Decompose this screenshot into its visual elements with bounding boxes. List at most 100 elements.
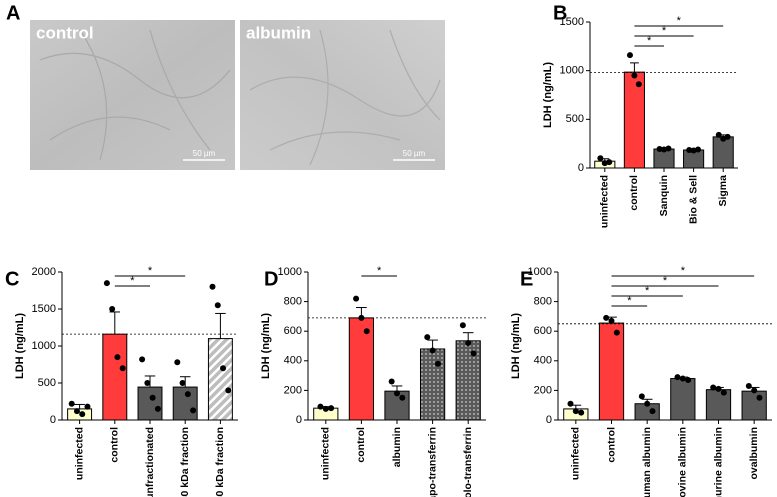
data-point (225, 387, 232, 394)
significance-label: * (677, 15, 682, 27)
bar (419, 348, 446, 421)
data-point (190, 407, 197, 414)
bar (705, 389, 732, 421)
data-point (73, 408, 80, 415)
significance-label: * (681, 265, 686, 277)
significance-label: * (662, 25, 667, 37)
data-point (119, 365, 126, 372)
x-tick-label: apo-transferrin (426, 427, 438, 497)
data-point (715, 385, 722, 392)
scale-bar-label: 50 µm (193, 149, 216, 158)
x-tick-label: control (355, 427, 367, 463)
data-point (429, 347, 436, 354)
x-tick-label: < 30 kDa fraction (214, 427, 226, 497)
data-point (756, 394, 763, 401)
panel-letter: A (6, 2, 20, 24)
data-point (674, 374, 681, 381)
data-point (710, 384, 717, 391)
significance-label: * (663, 275, 668, 287)
y-axis-label: LDH (ng/mL) (542, 62, 554, 128)
data-point (388, 378, 395, 385)
x-tick-label: Sanquin (658, 175, 670, 216)
data-point (631, 72, 638, 79)
x-tick-label: Sigma (717, 175, 729, 207)
data-point (751, 387, 758, 394)
data-point (724, 133, 731, 140)
bar (455, 340, 481, 421)
panel-letter: C (5, 268, 19, 290)
data-point (79, 411, 86, 418)
data-point (603, 314, 610, 321)
data-point (114, 354, 121, 361)
panel-letter: B (553, 2, 567, 24)
scale-bar-label: 50 µm (403, 149, 426, 158)
data-point (109, 306, 116, 312)
x-tick-label: unfractionated (144, 427, 156, 497)
x-tick-label: control (109, 427, 121, 463)
significance-label: * (148, 265, 153, 277)
data-point (220, 365, 227, 372)
data-point (424, 334, 431, 341)
bar (670, 378, 696, 421)
y-axis-label: LDH (ng/mL) (260, 313, 272, 379)
x-tick-label: uninfected (570, 427, 582, 480)
data-point (184, 391, 191, 398)
data-point (649, 408, 656, 415)
data-point (394, 390, 400, 397)
data-point (139, 356, 146, 363)
data-point (470, 350, 477, 357)
x-tick-label: Bio & Sell (687, 175, 699, 224)
bar (623, 71, 645, 169)
bar (207, 338, 233, 421)
bar (137, 386, 163, 421)
data-point (353, 295, 360, 302)
data-point (597, 155, 604, 162)
y-tick-label: 0 (50, 414, 56, 426)
panel-letter: D (264, 268, 278, 290)
data-point (459, 322, 466, 329)
data-point (434, 360, 441, 367)
data-point (720, 389, 727, 396)
y-tick-label: 500 (38, 377, 56, 389)
data-point (567, 400, 574, 407)
data-point (322, 405, 329, 412)
y-tick-label: 200 (534, 384, 552, 396)
x-tick-label: control (628, 175, 640, 211)
data-point (679, 375, 686, 382)
bar (172, 386, 198, 421)
y-tick-label: 1000 (278, 266, 302, 278)
micrograph (30, 20, 235, 170)
data-point (209, 283, 216, 290)
data-point (214, 302, 221, 309)
data-point (745, 382, 752, 389)
significance-label: * (627, 295, 632, 307)
data-point (179, 380, 186, 386)
y-tick-label: 1500 (32, 303, 56, 315)
data-point (68, 400, 75, 407)
bar (348, 317, 375, 421)
bar (741, 390, 767, 421)
significance-label: * (645, 285, 650, 297)
data-point (103, 280, 110, 287)
y-tick-label: 0 (296, 414, 302, 426)
x-tick-label: uninfected (73, 427, 85, 480)
data-point (144, 380, 151, 386)
y-tick-label: 800 (284, 296, 302, 308)
y-tick-label: 0 (546, 414, 552, 426)
x-tick-label: holo-transferrin (462, 427, 474, 497)
data-point (465, 340, 472, 347)
data-point (695, 146, 702, 153)
y-tick-label: 400 (284, 355, 302, 367)
panel-letter: E (520, 268, 533, 290)
y-axis-label: LDH (ng/mL) (510, 313, 522, 379)
y-tick-label: 600 (534, 325, 552, 337)
x-tick-label: bovine albumin (677, 427, 689, 497)
y-tick-label: 1000 (528, 266, 552, 278)
x-tick-label: albumin (391, 427, 403, 467)
data-point (154, 405, 161, 412)
data-point (328, 405, 335, 412)
data-point (626, 52, 633, 59)
data-point (363, 328, 370, 335)
y-tick-label: 0 (578, 162, 584, 174)
